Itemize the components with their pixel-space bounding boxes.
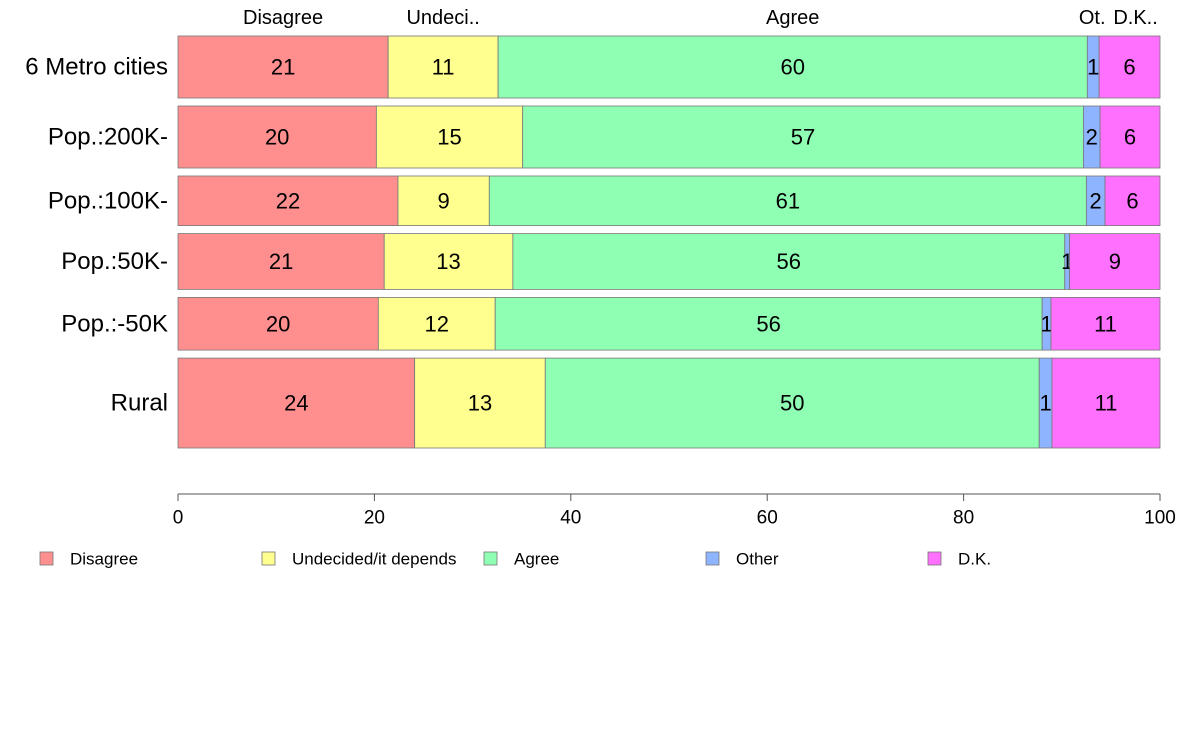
legend-swatch — [927, 551, 942, 566]
data-label: 24 — [284, 391, 308, 416]
legend-swatch — [261, 551, 276, 566]
bar-segment-disagree — [177, 233, 385, 290]
column-header: Disagree — [243, 7, 323, 29]
bar-segment-agree — [522, 105, 1084, 169]
bar-segment-agree — [497, 35, 1088, 99]
category-label: Pop.:200K- — [48, 124, 168, 151]
bar-segment-undecided-it-depends — [414, 357, 546, 449]
data-label: 21 — [269, 249, 293, 274]
column-header: Ot. — [1079, 7, 1106, 29]
x-tick-label: 0 — [173, 508, 184, 529]
data-label: 11 — [432, 55, 455, 80]
data-label: 2 — [1086, 125, 1098, 150]
data-label: 13 — [436, 249, 460, 274]
x-tick-label: 60 — [757, 508, 778, 529]
data-label: 9 — [1109, 249, 1121, 274]
bar-segment-undecided-it-depends — [377, 296, 496, 351]
column-header: Undeci.. — [406, 7, 479, 29]
bar-segment-d-k- — [1050, 296, 1161, 351]
data-label: 56 — [756, 311, 780, 336]
x-tick-label: 40 — [560, 508, 581, 529]
bar-segment-d-k- — [1104, 175, 1161, 226]
legend-label: Undecided/it depends — [292, 550, 456, 569]
x-tick-label: 20 — [364, 508, 385, 529]
data-label: 12 — [425, 311, 449, 336]
data-label: 50 — [780, 391, 804, 416]
data-label: 11 — [1094, 311, 1117, 336]
data-label: 2 — [1090, 188, 1102, 213]
bar-segment-d-k- — [1051, 357, 1161, 449]
x-tick-label: 80 — [953, 508, 974, 529]
data-label: 61 — [776, 188, 800, 213]
legend-label: Other — [736, 550, 779, 569]
bar-segment-disagree — [177, 35, 389, 99]
category-label: Pop.:100K- — [48, 187, 168, 214]
data-label: 6 — [1126, 188, 1138, 213]
data-label: 60 — [780, 55, 804, 80]
bar-segment-undecided-it-depends — [387, 35, 499, 99]
data-label: 13 — [468, 391, 492, 416]
data-label: 56 — [777, 249, 801, 274]
legend-swatch — [39, 551, 54, 566]
data-label: 57 — [791, 125, 815, 150]
data-label: 1 — [1040, 311, 1052, 336]
bar-segment-agree — [512, 233, 1066, 290]
bar-segment-d-k- — [1098, 35, 1161, 99]
category-label: Pop.:50K- — [61, 248, 168, 275]
bar-segment-disagree — [177, 296, 379, 351]
data-label: 20 — [266, 311, 290, 336]
bar-segment-d-k- — [1069, 233, 1161, 290]
data-label: 6 — [1124, 125, 1136, 150]
data-label: 1 — [1087, 55, 1099, 80]
bar-segment-disagree — [177, 175, 399, 226]
category-label: 6 Metro cities — [25, 54, 168, 81]
legend-swatch — [483, 551, 498, 566]
column-header: D.K.. — [1113, 7, 1157, 29]
category-label: Pop.:-50K — [61, 310, 168, 337]
data-label: 15 — [437, 125, 461, 150]
legend-label: Disagree — [70, 550, 138, 569]
bar-segment-undecided-it-depends — [397, 175, 490, 226]
bar-segment-undecided-it-depends — [383, 233, 514, 290]
legend-label: Agree — [514, 550, 559, 569]
data-label: 22 — [276, 188, 300, 213]
bar-segment-agree — [494, 296, 1043, 351]
bar-segment-agree — [544, 357, 1040, 449]
bar-segment-disagree — [177, 105, 377, 169]
data-label: 21 — [271, 55, 295, 80]
category-label: Rural — [111, 390, 168, 417]
bar-segment-disagree — [177, 357, 416, 449]
legend-swatch — [705, 551, 720, 566]
data-label: 11 — [1095, 391, 1118, 416]
bar-segment-agree — [488, 175, 1087, 226]
bar-segment-d-k- — [1099, 105, 1161, 169]
data-label: 6 — [1123, 55, 1135, 80]
column-header: Agree — [766, 7, 819, 29]
bar-segment-undecided-it-depends — [375, 105, 524, 169]
data-label: 9 — [438, 188, 450, 213]
x-tick-label: 100 — [1144, 508, 1176, 529]
legend-label: D.K. — [958, 550, 991, 569]
data-label: 1 — [1039, 391, 1051, 416]
data-label: 20 — [265, 125, 289, 150]
